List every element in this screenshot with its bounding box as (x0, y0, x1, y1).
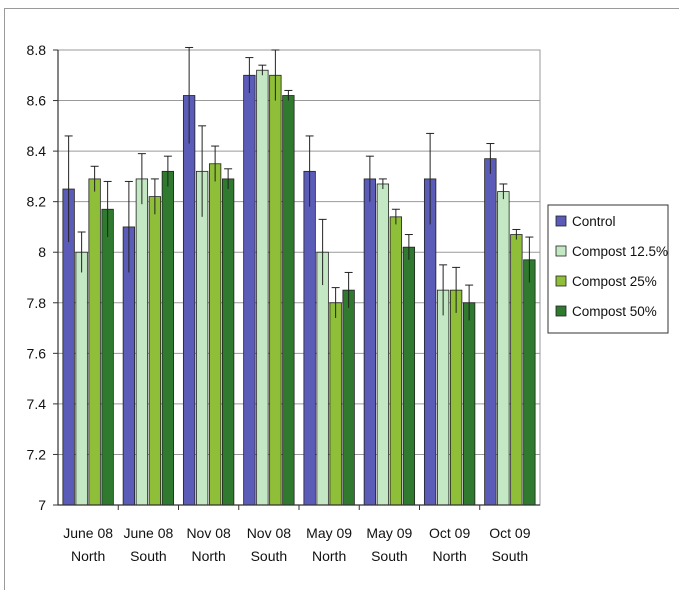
bar (462, 302, 476, 506)
x-tick-label: North (71, 548, 105, 564)
chart-frame (4, 8, 679, 590)
bar (88, 178, 101, 506)
bar (75, 251, 88, 506)
legend: Control Compost 12.5% Compost 25% Compost 5… (547, 204, 669, 334)
bars (62, 46, 536, 506)
x-tick-label: June 08 (123, 525, 173, 541)
bar (269, 74, 282, 506)
y-tick-label: 8.6 (27, 93, 47, 109)
bar (101, 208, 114, 506)
legend-label: Compost 50% (572, 304, 657, 319)
bar (402, 246, 416, 506)
bar (135, 178, 149, 506)
bar (329, 302, 342, 506)
bar (523, 259, 536, 506)
legend-swatch (555, 305, 567, 317)
legend-swatch (555, 215, 567, 227)
y-tick-label: 8 (38, 244, 46, 260)
y-tick-label: 8.2 (27, 194, 47, 210)
bar (282, 95, 295, 506)
y-tick-label: 7.8 (27, 295, 47, 311)
bar (316, 251, 329, 506)
bar (436, 289, 450, 506)
y-tick-label: 7.6 (27, 345, 47, 361)
y-tick-label: 8.8 (27, 42, 47, 58)
bar (449, 289, 463, 506)
x-tick-label: South (251, 548, 288, 564)
bar (148, 196, 162, 506)
legend-label: Control (572, 214, 616, 229)
y-tick-label: 7.2 (27, 446, 47, 462)
x-tick-label: North (433, 548, 467, 564)
legend-swatch (555, 245, 567, 257)
x-tick-label: Nov 08 (186, 525, 231, 541)
x-tick-label: May 09 (366, 525, 412, 541)
y-tick-label: 7 (38, 497, 46, 513)
x-tick-label: Oct 09 (429, 525, 470, 541)
bar (161, 170, 175, 506)
bar (303, 170, 316, 506)
bar (484, 158, 497, 506)
bar (243, 74, 256, 506)
bar (221, 178, 235, 506)
x-tick-label: South (130, 548, 167, 564)
bar (256, 69, 269, 506)
x-tick-label: Nov 08 (247, 525, 292, 541)
bar (195, 170, 209, 506)
bar (363, 178, 377, 506)
x-tick-label: North (312, 548, 346, 564)
y-tick-label: 8.4 (27, 143, 47, 159)
x-tick-label: North (192, 548, 226, 564)
bar (376, 183, 390, 506)
bar (342, 289, 355, 506)
bar (208, 163, 222, 506)
bar (182, 95, 196, 506)
bar (423, 178, 437, 506)
legend-label: Compost 12.5% (572, 244, 668, 259)
bar (510, 234, 523, 506)
x-tick-label: May 09 (306, 525, 352, 541)
y-tick-label: 7.4 (27, 396, 47, 412)
axes: 7 7.2 7.4 7.6 7.8 8 8.2 8.4 8.6 8.8 June 08 North Ju… (27, 42, 540, 564)
x-tick-label: South (371, 548, 408, 564)
bar (497, 191, 510, 506)
x-tick-label: June 08 (63, 525, 113, 541)
legend-label: Compost 25% (572, 274, 657, 289)
x-tick-label: Oct 09 (489, 525, 530, 541)
legend-box (547, 204, 669, 334)
bar (389, 216, 403, 506)
legend-swatch (555, 275, 567, 287)
x-tick-label: South (492, 548, 529, 564)
